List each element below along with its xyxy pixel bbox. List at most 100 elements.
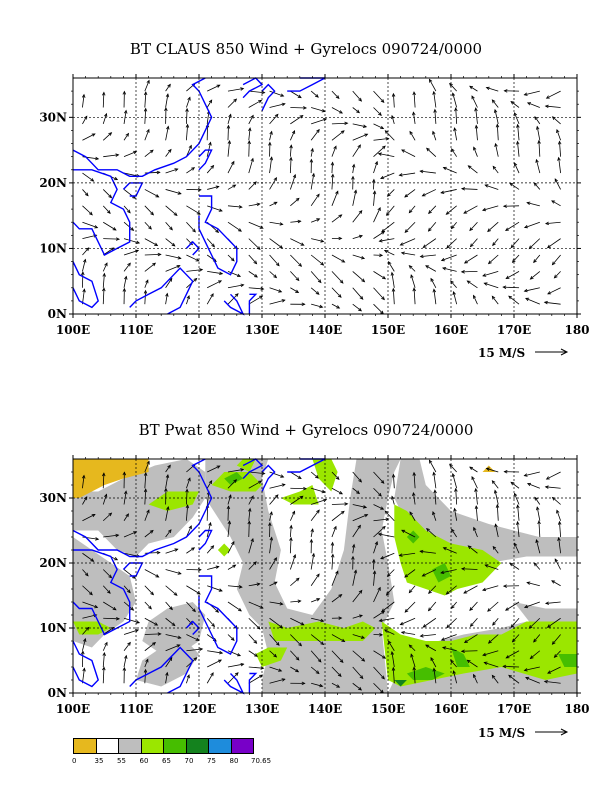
wind-vector-head: [155, 194, 160, 198]
wind-vector-head: [390, 650, 395, 656]
wind-vector-head: [227, 139, 232, 145]
wind-vector-head: [445, 211, 450, 215]
wind-vector-head: [398, 173, 403, 177]
wind-vector: [123, 513, 129, 521]
wind-vector: [524, 666, 540, 671]
wind-vector: [269, 581, 278, 587]
wind-vector: [123, 151, 137, 158]
wind-vector: [461, 568, 478, 570]
wind-vector-head: [280, 93, 285, 97]
wind-vector: [471, 476, 478, 489]
wind-vector-head: [351, 175, 355, 180]
wind-vector-head: [451, 148, 455, 153]
wind-vector: [331, 554, 334, 570]
wind-vector-head: [514, 542, 518, 547]
wind-vector: [471, 95, 478, 108]
wind-vector-head: [502, 285, 507, 289]
wind-vector-head: [88, 591, 93, 596]
wind-vector: [331, 303, 340, 309]
wind-vector-head: [210, 164, 215, 169]
wind-vector: [387, 189, 395, 197]
wind-vector: [352, 123, 367, 128]
wind-vector: [352, 210, 363, 223]
wind-vector: [391, 496, 395, 505]
coastline: [72, 77, 213, 177]
wind-vector: [144, 617, 158, 626]
wind-vector: [352, 614, 363, 619]
wind-vector-head: [298, 263, 303, 267]
wind-vector: [373, 161, 378, 174]
wind-vector: [186, 97, 191, 108]
wind-vector: [352, 254, 365, 259]
wind-vector-head: [82, 667, 86, 672]
wind-vector: [373, 271, 386, 280]
wind-vector-head: [233, 479, 238, 483]
wind-vector: [529, 617, 541, 629]
wind-vector-head: [236, 273, 242, 277]
lon-label: 120E: [182, 702, 216, 716]
wind-vector: [206, 293, 214, 305]
colorbar-label: 65: [162, 757, 171, 765]
wind-vector: [486, 468, 499, 473]
wind-vector-head: [410, 274, 414, 279]
wind-vector-head: [317, 658, 322, 663]
wind-vector: [552, 254, 561, 265]
wind-vector-head: [362, 505, 368, 509]
wind-vector: [451, 529, 458, 538]
wind-vector-head: [102, 287, 106, 292]
wind-vector-head: [211, 243, 216, 248]
wind-vector: [352, 164, 355, 174]
wind-vector: [290, 254, 302, 267]
wind-vector-head: [90, 178, 95, 182]
wind-vector: [492, 617, 499, 626]
wind-vector: [352, 190, 357, 206]
lon-label: 120E: [182, 323, 216, 337]
wind-vector: [207, 659, 222, 668]
wind-vector-head: [441, 646, 447, 650]
wind-vector: [311, 487, 326, 493]
wind-vector: [469, 221, 478, 231]
wind-vector-head: [526, 482, 532, 487]
wind-vector-head: [409, 130, 413, 135]
wind-vector: [186, 525, 192, 538]
wind-vector: [517, 124, 520, 141]
wind-vector-head: [372, 570, 377, 575]
wind-vector: [186, 167, 195, 174]
wind-vector: [144, 633, 161, 635]
wind-vector: [144, 205, 154, 216]
wind-vector: [510, 617, 520, 628]
wind-vector-head: [150, 591, 155, 596]
wind-vector-head: [412, 111, 416, 116]
wind-vector-head: [491, 674, 496, 679]
pwat-region: [268, 621, 376, 641]
wind-vector-head: [546, 624, 551, 628]
wind-vector-head: [82, 637, 87, 643]
wind-vector: [454, 508, 458, 521]
wind-vector-head: [362, 124, 368, 128]
coastline: [185, 620, 200, 635]
wind-vector-head: [295, 289, 300, 293]
wind-vector: [485, 564, 499, 570]
wind-vector-head: [557, 140, 562, 145]
wind-vector-head: [469, 607, 474, 611]
wind-vector: [102, 205, 111, 214]
wind-vector-head: [123, 490, 128, 495]
wind-vector-head: [442, 166, 447, 171]
lat-label: 10N: [39, 621, 67, 635]
lon-label: 130E: [245, 323, 279, 337]
lat-label: 30N: [39, 110, 67, 124]
wind-vector-head: [421, 193, 426, 197]
wind-vector: [388, 261, 395, 272]
wind-vector-head: [513, 492, 518, 497]
wind-vector: [401, 631, 416, 635]
wind-vector: [420, 170, 436, 174]
wind-vector-head: [482, 587, 487, 592]
wind-vector: [373, 666, 385, 680]
colorbar-label: 35: [94, 757, 104, 765]
wind-vector-head: [192, 228, 196, 233]
wind-vector: [123, 205, 131, 214]
wind-vector-head: [440, 257, 445, 262]
wind-vector-head: [469, 85, 474, 90]
wind-vector-head: [210, 293, 214, 298]
wind-vector-head: [446, 624, 451, 629]
